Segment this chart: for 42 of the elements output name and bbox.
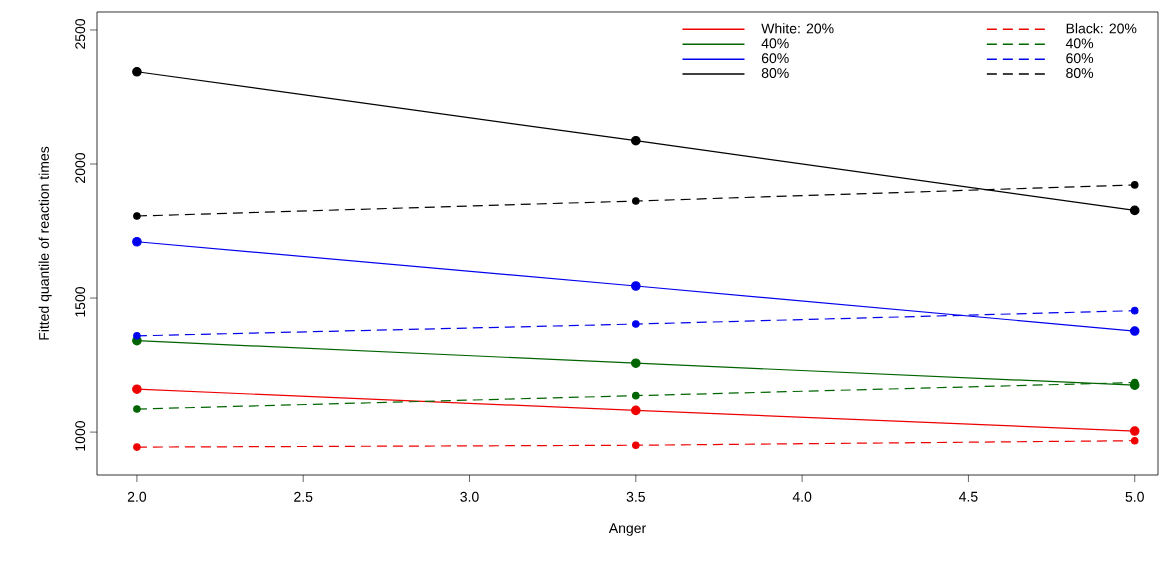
- point: [632, 320, 640, 328]
- point: [1129, 326, 1140, 336]
- y-tick-label: 1000: [75, 421, 86, 451]
- y-tick-label: 2500: [75, 18, 86, 49]
- point: [631, 358, 641, 368]
- point: [1129, 205, 1140, 216]
- point: [1130, 181, 1139, 189]
- legend-label: 40%: [761, 38, 789, 49]
- point: [133, 443, 141, 451]
- legend-label: 80%: [761, 68, 789, 78]
- y-axis-title: Fitted quantile of reaction times: [38, 146, 52, 340]
- point: [132, 384, 142, 395]
- x-tick-label: 2.5: [294, 491, 313, 502]
- point: [133, 332, 141, 340]
- point: [132, 236, 142, 247]
- point: [133, 212, 141, 220]
- y-tick-label: 2000: [75, 152, 86, 183]
- x-tick-label: 3.5: [626, 491, 645, 502]
- legend-label: 60%: [761, 53, 789, 64]
- legend-label: Black: 20%: [1066, 23, 1137, 34]
- point: [631, 281, 641, 291]
- point: [631, 135, 641, 146]
- x-tick-label: 5.0: [1125, 491, 1144, 502]
- point: [632, 197, 640, 205]
- x-axis-title: Anger: [608, 523, 646, 536]
- point: [1130, 436, 1139, 445]
- x-tick-label: 3.0: [460, 491, 479, 502]
- point: [1130, 306, 1139, 315]
- point: [132, 66, 142, 77]
- x-tick-label: 4.0: [792, 491, 812, 502]
- legend-label: 60%: [1066, 53, 1094, 64]
- point: [133, 405, 141, 413]
- point: [1129, 426, 1140, 436]
- x-tick-label: 2.0: [127, 491, 147, 502]
- legend-label: 80%: [1066, 68, 1094, 78]
- legend-label: White: 20%: [761, 23, 834, 34]
- y-tick-label: 1500: [75, 287, 86, 317]
- legend-label: 40%: [1065, 38, 1094, 49]
- point: [631, 405, 641, 416]
- point: [632, 441, 640, 450]
- x-tick-label: 4.5: [959, 491, 978, 502]
- point: [632, 391, 640, 400]
